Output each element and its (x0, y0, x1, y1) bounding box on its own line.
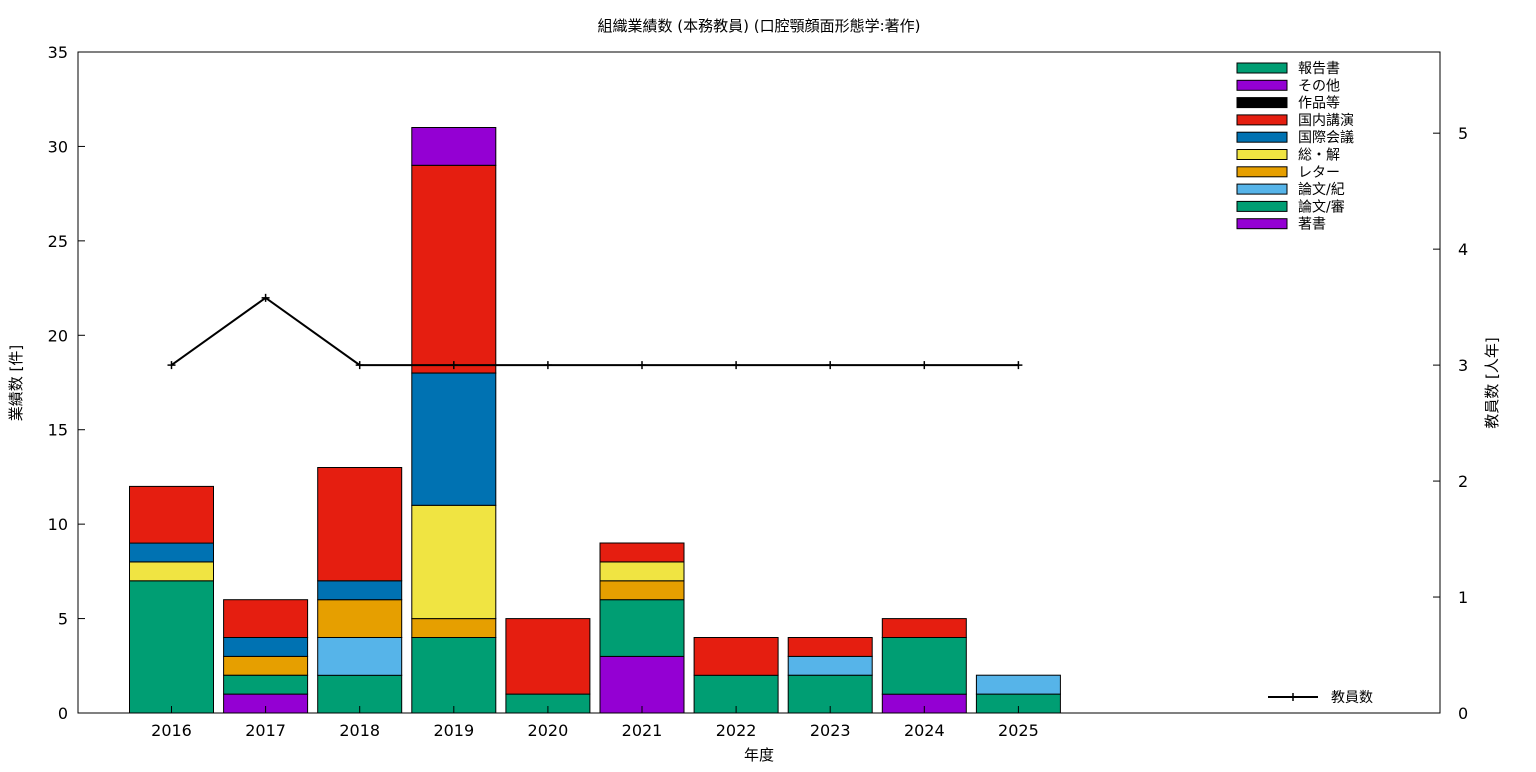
y-tick-label: 15 (48, 421, 68, 440)
bar-segment-2018-6 (317, 467, 403, 582)
legend-label-5: 総・解 (1298, 148, 1340, 164)
bar-segment-2023-2 (787, 655, 873, 676)
legend-swatch-0 (1236, 62, 1288, 74)
bar-segment-2016-4 (129, 561, 214, 582)
bar-segment-2016-1 (129, 580, 214, 714)
x-axis-label: 年度 (744, 746, 774, 764)
bar-segment-2024-6 (881, 618, 967, 638)
legend-swatch-7 (1236, 183, 1288, 195)
y-tick-label: 30 (48, 137, 68, 156)
y2-tick-label: 5 (1458, 124, 1468, 143)
legend-swatch-4 (1236, 131, 1288, 143)
legend-swatch-2 (1236, 97, 1288, 109)
legend-swatch-5 (1236, 149, 1288, 160)
bar-segment-2018-3 (317, 599, 403, 639)
bar-segment-2020-6 (505, 618, 591, 695)
legend-label-8: 論文/審 (1298, 199, 1345, 215)
bar-segment-2019-6 (411, 164, 497, 374)
legend-swatch-9 (1236, 218, 1288, 230)
bar-segment-2019-1 (411, 637, 497, 714)
y2-axis-label: 教員数 [人年] (1483, 337, 1501, 428)
bar-segment-2019-4 (411, 504, 497, 620)
y-axis-label: 業績数 [件] (7, 345, 25, 421)
bar-segment-2017-1 (223, 674, 309, 695)
chart-title: 組織業績数 (本務教員) (口腔顎顔面形態学:著作) (597, 17, 920, 35)
bar-segment-2019-8 (411, 127, 497, 166)
x-tick-label: 2021 (622, 721, 663, 740)
bar-segment-2021-0 (599, 655, 685, 714)
x-tick-label: 2018 (339, 721, 380, 740)
bar-segment-2019-3 (411, 618, 497, 638)
bar-segment-2021-1 (599, 599, 685, 657)
bar-segment-2016-5 (129, 542, 214, 563)
legend-swatch-8 (1236, 200, 1288, 212)
bars-layer (129, 127, 1061, 714)
y2-tick-label: 3 (1458, 356, 1468, 375)
legend-label-6: レター (1298, 165, 1340, 181)
bar-segment-2017-6 (223, 599, 309, 639)
x-tick-label: 2025 (998, 721, 1039, 740)
legend-swatch-1 (1236, 79, 1288, 91)
bar-segment-2017-3 (223, 655, 309, 676)
x-tick-label: 2019 (433, 721, 474, 740)
legend-label-2: 作品等 (1298, 95, 1340, 112)
legend-label-3: 国内講演 (1298, 113, 1354, 129)
bar-segment-2021-3 (599, 580, 685, 601)
plot-frame (77, 51, 1441, 714)
bar-segment-2021-4 (599, 561, 685, 582)
x-tick-label: 2016 (151, 721, 192, 740)
y-tick-label: 0 (58, 704, 68, 723)
faculty-count-line (170, 296, 1019, 367)
x-tick-label: 2023 (810, 721, 851, 740)
x-tick-label: 2020 (528, 721, 569, 740)
x-tick-label: 2024 (904, 721, 945, 740)
bar-segment-2017-5 (223, 637, 309, 657)
bar-segment-2021-6 (599, 542, 685, 563)
legend-swatch-3 (1236, 114, 1288, 126)
legend-label-0: 報告書 (1298, 61, 1340, 77)
bar-segment-2024-1 (881, 637, 967, 695)
legend-label-9: 著書 (1298, 217, 1326, 233)
legend-swatch-6 (1236, 166, 1288, 178)
y-tick-label: 20 (48, 326, 68, 345)
legend-line-label: 教員数 (1331, 690, 1373, 706)
bar-segment-2019-5 (411, 372, 497, 506)
y-tick-label: 35 (48, 43, 68, 62)
bar-segment-2023-6 (787, 637, 873, 657)
x-tick-label: 2017 (245, 721, 286, 740)
y2-tick-label: 2 (1458, 472, 1468, 491)
y2-tick-label: 1 (1458, 588, 1468, 607)
bar-segment-2018-5 (317, 580, 403, 601)
y-tick-label: 10 (48, 515, 68, 534)
y2-tick-label: 0 (1458, 704, 1468, 723)
y-tick-label: 5 (58, 610, 68, 629)
line-layer (167, 293, 1023, 370)
legend-label-1: その他 (1298, 78, 1340, 94)
legend-label-4: 国際会議 (1298, 129, 1354, 146)
legend-label-7: 論文/紀 (1298, 182, 1345, 198)
x-tick-label: 2022 (716, 721, 757, 740)
bar-segment-2022-6 (693, 637, 779, 676)
bar-segment-2018-2 (317, 637, 403, 676)
bar-segment-2025-2 (975, 674, 1061, 695)
y2-tick-label: 4 (1458, 240, 1468, 259)
bar-segment-2016-6 (129, 485, 214, 544)
y-tick-label: 25 (48, 232, 68, 251)
